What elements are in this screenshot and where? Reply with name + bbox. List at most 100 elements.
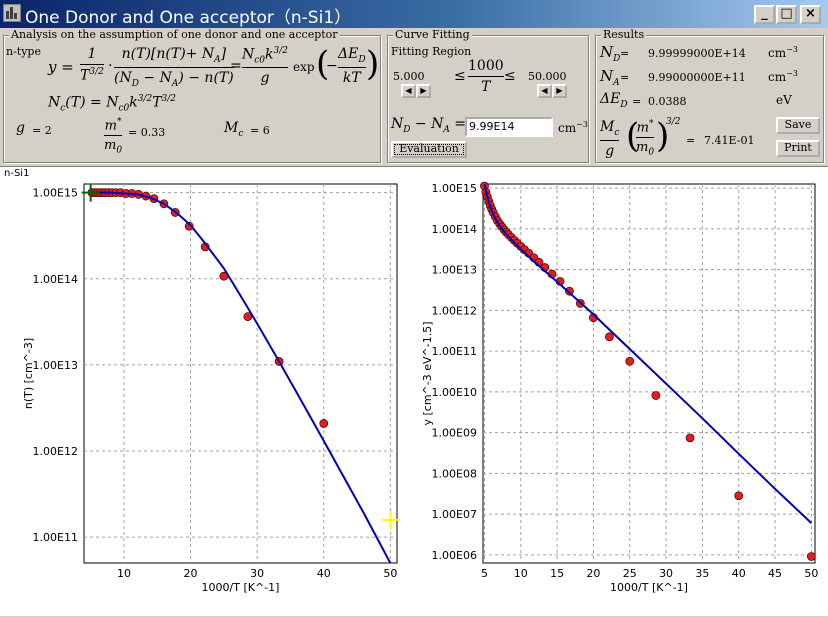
y-tick-label: 1.00E07	[432, 508, 477, 521]
y-tick-label: 1.00E14	[432, 223, 477, 236]
plot-area	[482, 183, 816, 564]
window-title: One Donor and One acceptor（n-Si1）	[25, 8, 352, 28]
x-tick-label: 20	[586, 567, 600, 580]
y-tick-label: 1.00E06	[432, 549, 477, 562]
na-value: 9.99000000E+11	[648, 71, 746, 84]
data-point	[319, 419, 329, 428]
y-tick-label: 1.00E14	[33, 273, 78, 286]
na-unit: cm−3	[768, 69, 798, 84]
print-button[interactable]: Print	[776, 140, 820, 157]
ed-eq: =	[632, 95, 642, 108]
y-tick-label: 1.00E15	[432, 182, 477, 195]
fit-high-decrease-button[interactable]: ◀	[537, 84, 552, 98]
fit-low-increase-button[interactable]: ▶	[416, 84, 431, 98]
y-tick-label: 1.00E12	[432, 304, 477, 317]
x-tick-label: 40	[732, 567, 746, 580]
x-tick-label: 30	[659, 567, 673, 580]
x-tick-label: 10	[117, 567, 131, 580]
nd-na-input[interactable]: 9.99E14	[465, 117, 553, 137]
data-point	[625, 356, 635, 366]
title-bar: One Donor and One acceptor（n-Si1） _ □ ×	[0, 0, 828, 28]
y-tick-label: 1.00E12	[33, 445, 78, 458]
x-axis-label: 1000/T [K^-1]	[610, 581, 688, 594]
x-tick-label: 5	[481, 567, 488, 580]
x-tick-label: 25	[623, 567, 637, 580]
na-label: NA	[600, 67, 620, 88]
x-tick-label: 15	[550, 567, 564, 580]
evaluation-button[interactable]: Evaluation	[391, 141, 467, 158]
end-marker	[381, 510, 400, 529]
fit-low-decrease-button[interactable]: ◀	[401, 84, 416, 98]
y-tick-label: 1.00E13	[432, 264, 477, 277]
mcg-eq: =	[686, 134, 696, 147]
x-axis-label: 1000/T [K^-1]	[202, 581, 280, 594]
y-chart[interactable]: 5 10 15 20 25 30 35 40 45 50 1.00E06 1.00E07 1.00E08…	[410, 167, 828, 617]
x-tick-label: 50	[383, 567, 397, 580]
x-tick-label: 45	[768, 567, 782, 580]
plot-panel: n-Si1 10 20 30 40 50 1.00E11 1.00E12 1.00E13 1.0…	[0, 166, 828, 616]
mcg-value: 7.41E-01	[704, 134, 755, 147]
x-tick-label: 40	[317, 567, 331, 580]
maximize-button[interactable]: □	[776, 5, 797, 24]
grid-lines	[483, 184, 815, 563]
x-tick-label: 20	[184, 567, 198, 580]
y-tick-label: 1.00E09	[432, 427, 477, 440]
data-point	[184, 221, 194, 231]
y-axis-label: n(T) [cm^-3]	[22, 338, 35, 409]
minimize-button[interactable]: _	[754, 5, 775, 24]
x-variable: 1000 T	[468, 58, 504, 95]
fit-low-value: 5.000	[393, 70, 425, 83]
plot-area	[83, 183, 398, 564]
curve-fitting-group: Curve Fitting	[387, 28, 589, 163]
ed-value: 0.0388	[648, 95, 687, 108]
fit-high-increase-button[interactable]: ▶	[552, 84, 567, 98]
x-tick-label: 35	[695, 567, 709, 580]
fit-high-value: 50.000	[528, 70, 567, 83]
nd-label: ND	[600, 43, 621, 64]
x-tick-label: 10	[514, 567, 528, 580]
data-point	[243, 312, 253, 322]
y-tick-label: 1.00E11	[432, 345, 477, 358]
na-eq: =	[620, 71, 630, 84]
nd-eq: =	[620, 47, 630, 60]
data-point	[565, 286, 574, 296]
data-point	[685, 433, 695, 443]
nd-unit: cm−3	[768, 45, 798, 60]
data-point	[605, 332, 614, 342]
app-icon	[3, 4, 21, 22]
mc-value: = 6	[250, 124, 270, 137]
m-ratio: m* m0	[104, 117, 123, 156]
fit-curve	[90, 191, 392, 564]
y-tick-label: 1.00E10	[432, 386, 477, 399]
nd-value: 9.99999000E+14	[648, 47, 746, 60]
fit-curve	[483, 183, 813, 524]
m-value: = 0.33	[128, 126, 166, 139]
grid-lines	[84, 184, 397, 563]
y-tick-label: 1.00E15	[33, 187, 78, 200]
ed-unit: eV	[776, 93, 792, 107]
analysis-group: Analysis on the assumption of one donor …	[3, 28, 381, 163]
start-marker	[81, 183, 100, 202]
g-value: = 2	[32, 124, 52, 137]
save-button[interactable]: Save	[776, 117, 820, 134]
type-label: n-type	[6, 45, 41, 58]
close-button[interactable]: ×	[800, 5, 821, 24]
y-axis-label: y [cm^-3 eV^-1.5]	[421, 321, 434, 425]
data-point	[806, 552, 816, 561]
data-point	[734, 491, 744, 501]
nd-na-label: ND − NA =	[391, 116, 467, 135]
x-tick-label: 30	[250, 567, 264, 580]
y-tick-label: 1.00E11	[33, 531, 78, 544]
g-label: g	[16, 120, 25, 136]
results-group: Results	[595, 28, 824, 163]
ed-label: ΔED	[600, 91, 628, 110]
curve-fitting-title: Curve Fitting	[393, 28, 472, 41]
mc-label: Mc	[224, 120, 244, 139]
analysis-title: Analysis on the assumption of one donor …	[9, 28, 340, 41]
x-tick-label: 50	[804, 567, 818, 580]
nt-chart[interactable]: 10 20 30 40 50 1.00E11 1.00E12 1.00E13 1.00E14 1.…	[0, 167, 410, 617]
sample-label: n-Si1	[4, 168, 30, 179]
fitting-region-label: Fitting Region	[391, 45, 472, 58]
y-tick-label: 1.00E13	[33, 359, 78, 372]
y-tick-label: 1.00E08	[432, 467, 477, 480]
